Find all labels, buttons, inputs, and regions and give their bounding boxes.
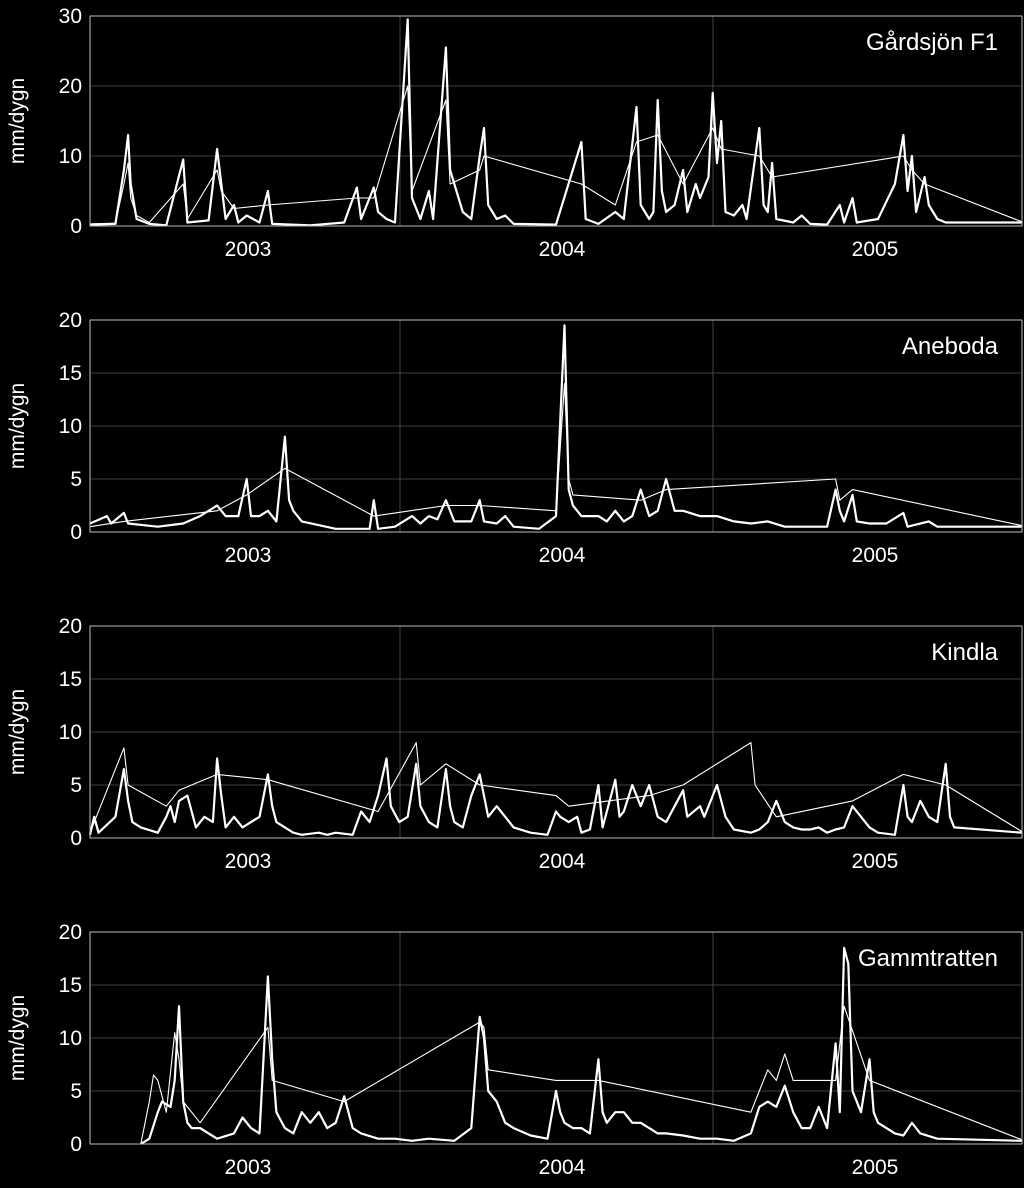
x-tick-label: 2005: [852, 1156, 899, 1179]
series-line-1: [89, 324, 1022, 530]
y-axis-label: mm/dygn: [6, 689, 29, 775]
y-tick-label: 0: [70, 521, 82, 544]
series-line-2: [140, 1005, 1023, 1145]
x-tick-label: 2003: [225, 544, 272, 567]
panel-title: Gammtratten: [858, 945, 998, 972]
y-tick-label: 0: [70, 215, 82, 238]
y-tick-label: 5: [70, 774, 82, 797]
series-line-1: [140, 946, 1023, 1145]
x-tick-label: 2003: [225, 1156, 272, 1179]
x-tick-label: 2005: [852, 238, 899, 261]
y-tick-label: 30: [59, 5, 82, 28]
y-tick-label: 10: [59, 145, 82, 168]
plot-frame: [89, 625, 1023, 839]
y-tick-label: 10: [59, 1027, 82, 1050]
y-axis-label: mm/dygn: [6, 383, 29, 469]
plot-frame: [89, 931, 1023, 1145]
y-tick-label: 15: [59, 974, 82, 997]
y-tick-label: 15: [59, 362, 82, 385]
y-tick-label: 20: [59, 615, 82, 638]
y-axis-label: mm/dygn: [6, 995, 29, 1081]
y-tick-label: 20: [59, 921, 82, 944]
y-tick-label: 0: [70, 827, 82, 850]
y-tick-label: 0: [70, 1133, 82, 1156]
y-tick-label: 5: [70, 1080, 82, 1103]
series-line-2: [89, 742, 1023, 833]
series-line-2: [89, 383, 1023, 528]
x-tick-label: 2004: [539, 1156, 586, 1179]
series-line-1: [89, 18, 1022, 227]
y-tick-label: 10: [59, 721, 82, 744]
x-tick-label: 2005: [852, 544, 899, 567]
plot-frame: [89, 15, 1023, 227]
x-tick-label: 2004: [539, 544, 586, 567]
series-line-2: [89, 85, 1023, 225]
panel-3: 0 5 10 15 20 2003 2004 2005 mm/dygn Kindla: [6, 615, 1023, 873]
x-tick-label: 2005: [852, 850, 899, 873]
y-tick-label: 10: [59, 415, 82, 438]
x-tick-label: 2004: [539, 850, 586, 873]
y-tick-label: 20: [59, 309, 82, 332]
y-tick-label: 20: [59, 75, 82, 98]
panel-title: Kindla: [931, 639, 998, 666]
plot-frame: [89, 319, 1023, 533]
panel-title: Aneboda: [902, 333, 999, 360]
x-tick-label: 2003: [225, 238, 272, 261]
panel-4: 0 5 10 15 20 2003 2004 2005 mm/dygn Gammtratten: [6, 921, 1023, 1179]
x-tick-label: 2004: [539, 238, 586, 261]
y-tick-label: 5: [70, 468, 82, 491]
series-line-1: [88, 757, 1023, 836]
x-tick-label: 2003: [225, 850, 272, 873]
panel-2: 0 5 10 15 20 2003 2004 2005 mm/dygn Aneboda: [6, 309, 1023, 567]
panel-title: Gårdsjön F1: [866, 29, 998, 56]
y-axis-label: mm/dygn: [6, 78, 29, 164]
y-tick-label: 15: [59, 668, 82, 691]
panel-1: 0 10 20 30 2003 2004 2005 mm/dygn Gårdsjön F1: [6, 5, 1023, 261]
